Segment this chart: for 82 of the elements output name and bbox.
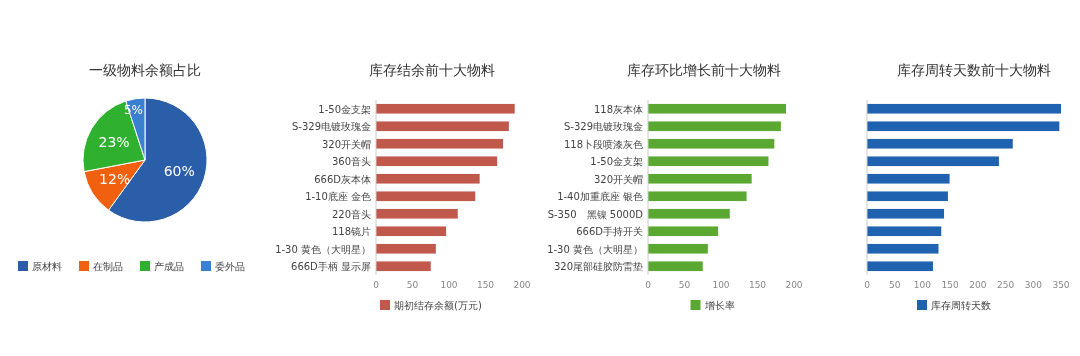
chart-title: 库存周转天数前十大物料 — [896, 62, 1051, 78]
y-tick-label: 1-10底座 金色 — [305, 191, 371, 203]
bar — [648, 103, 786, 114]
x-tick-label: 0 — [645, 280, 652, 290]
y-tick-label: 1-40加重底座 银色 — [557, 191, 643, 203]
y-tick-label: S-350 黑镍 5000D — [547, 208, 644, 220]
legend-label: 委外品 — [215, 261, 245, 272]
bar — [648, 173, 752, 184]
y-tick-label: 220音头 — [331, 208, 371, 220]
bar — [376, 121, 509, 132]
x-tick-label: 0 — [373, 280, 380, 290]
y-tick-label: 666D手持开关 — [576, 226, 643, 238]
bar — [648, 191, 747, 202]
bar — [376, 191, 476, 202]
x-tick-label: 100 — [440, 280, 458, 290]
y-tick-label: 666D灰本体 — [314, 173, 371, 185]
bar — [376, 156, 498, 167]
bar — [867, 191, 948, 202]
bar — [648, 121, 781, 132]
bar — [648, 226, 719, 237]
bar — [867, 103, 1061, 114]
data-label: 23% — [98, 133, 130, 150]
chart-title: 库存环比增长前十大物料 — [627, 62, 781, 78]
x-tick-label: 50 — [888, 280, 901, 290]
y-tick-label: 1-30 黄色（大明星） — [275, 243, 371, 255]
bar — [376, 173, 480, 184]
bar — [648, 138, 775, 149]
bar — [867, 243, 939, 254]
legend-label: 原材料 — [32, 261, 62, 272]
bar — [648, 208, 730, 219]
bar — [867, 226, 942, 237]
y-tick-label: S-329电镀玫瑰金 — [563, 121, 643, 133]
legend-label: 增长率 — [703, 300, 735, 311]
bar — [867, 138, 1013, 149]
chart-title: 一级物料余额占比 — [89, 62, 201, 78]
x-tick-label: 100 — [913, 280, 932, 290]
bar — [376, 226, 447, 237]
x-tick-label: 300 — [1024, 280, 1043, 290]
legend-label: 产成品 — [154, 261, 184, 272]
x-tick-label: 50 — [406, 280, 419, 290]
x-tick-label: 200 — [785, 280, 803, 290]
y-tick-label: 360音头 — [331, 156, 371, 168]
x-tick-label: 50 — [678, 280, 691, 290]
bar — [376, 261, 431, 272]
y-tick-label: 1-50金支架 — [318, 103, 371, 115]
y-tick-label: 118卜段喷漆灰色 — [563, 138, 643, 150]
y-tick-label: 320开关帽 — [321, 138, 371, 150]
x-tick-label: 200 — [969, 280, 987, 290]
y-tick-label: 118灰本体 — [593, 103, 643, 115]
bar — [867, 156, 999, 167]
y-tick-label: 320尾部硅胶防雷垫 — [553, 261, 643, 273]
legend-label: 在制品 — [93, 261, 123, 272]
y-tick-label: S-329电镀玫瑰金 — [291, 121, 371, 133]
data-label: 12% — [99, 171, 131, 188]
x-tick-label: 100 — [712, 280, 730, 290]
y-tick-label: 320开关帽 — [593, 173, 643, 185]
bar — [648, 243, 708, 254]
x-tick-label: 200 — [513, 280, 531, 290]
bar — [867, 121, 1060, 132]
y-tick-label: 1-50金支架 — [590, 156, 643, 168]
bar — [867, 208, 945, 219]
x-tick-label: 250 — [996, 280, 1015, 290]
bar — [648, 156, 769, 167]
bar — [376, 138, 504, 149]
bar — [376, 208, 458, 219]
y-tick-label: 118镜片 — [331, 226, 371, 238]
y-tick-label: 1-30 黄色（大明星） — [547, 243, 643, 255]
bar — [867, 173, 950, 184]
x-tick-label: 0 — [864, 280, 871, 290]
y-tick-label: 666D手柄 显示屏 — [291, 261, 371, 273]
x-tick-label: 350 — [1052, 280, 1070, 290]
x-tick-label: 150 — [941, 280, 959, 290]
legend-label: 期初结存余额(万元) — [394, 300, 482, 311]
legend-label: 库存周转天数 — [931, 300, 991, 311]
chart-title: 库存结余前十大物料 — [369, 62, 495, 78]
bar — [867, 261, 933, 272]
bar — [376, 243, 436, 254]
bar — [376, 103, 515, 114]
data-label: 60% — [163, 163, 195, 180]
x-tick-label: 150 — [748, 280, 767, 290]
x-tick-label: 150 — [476, 280, 495, 290]
bar — [648, 261, 703, 272]
